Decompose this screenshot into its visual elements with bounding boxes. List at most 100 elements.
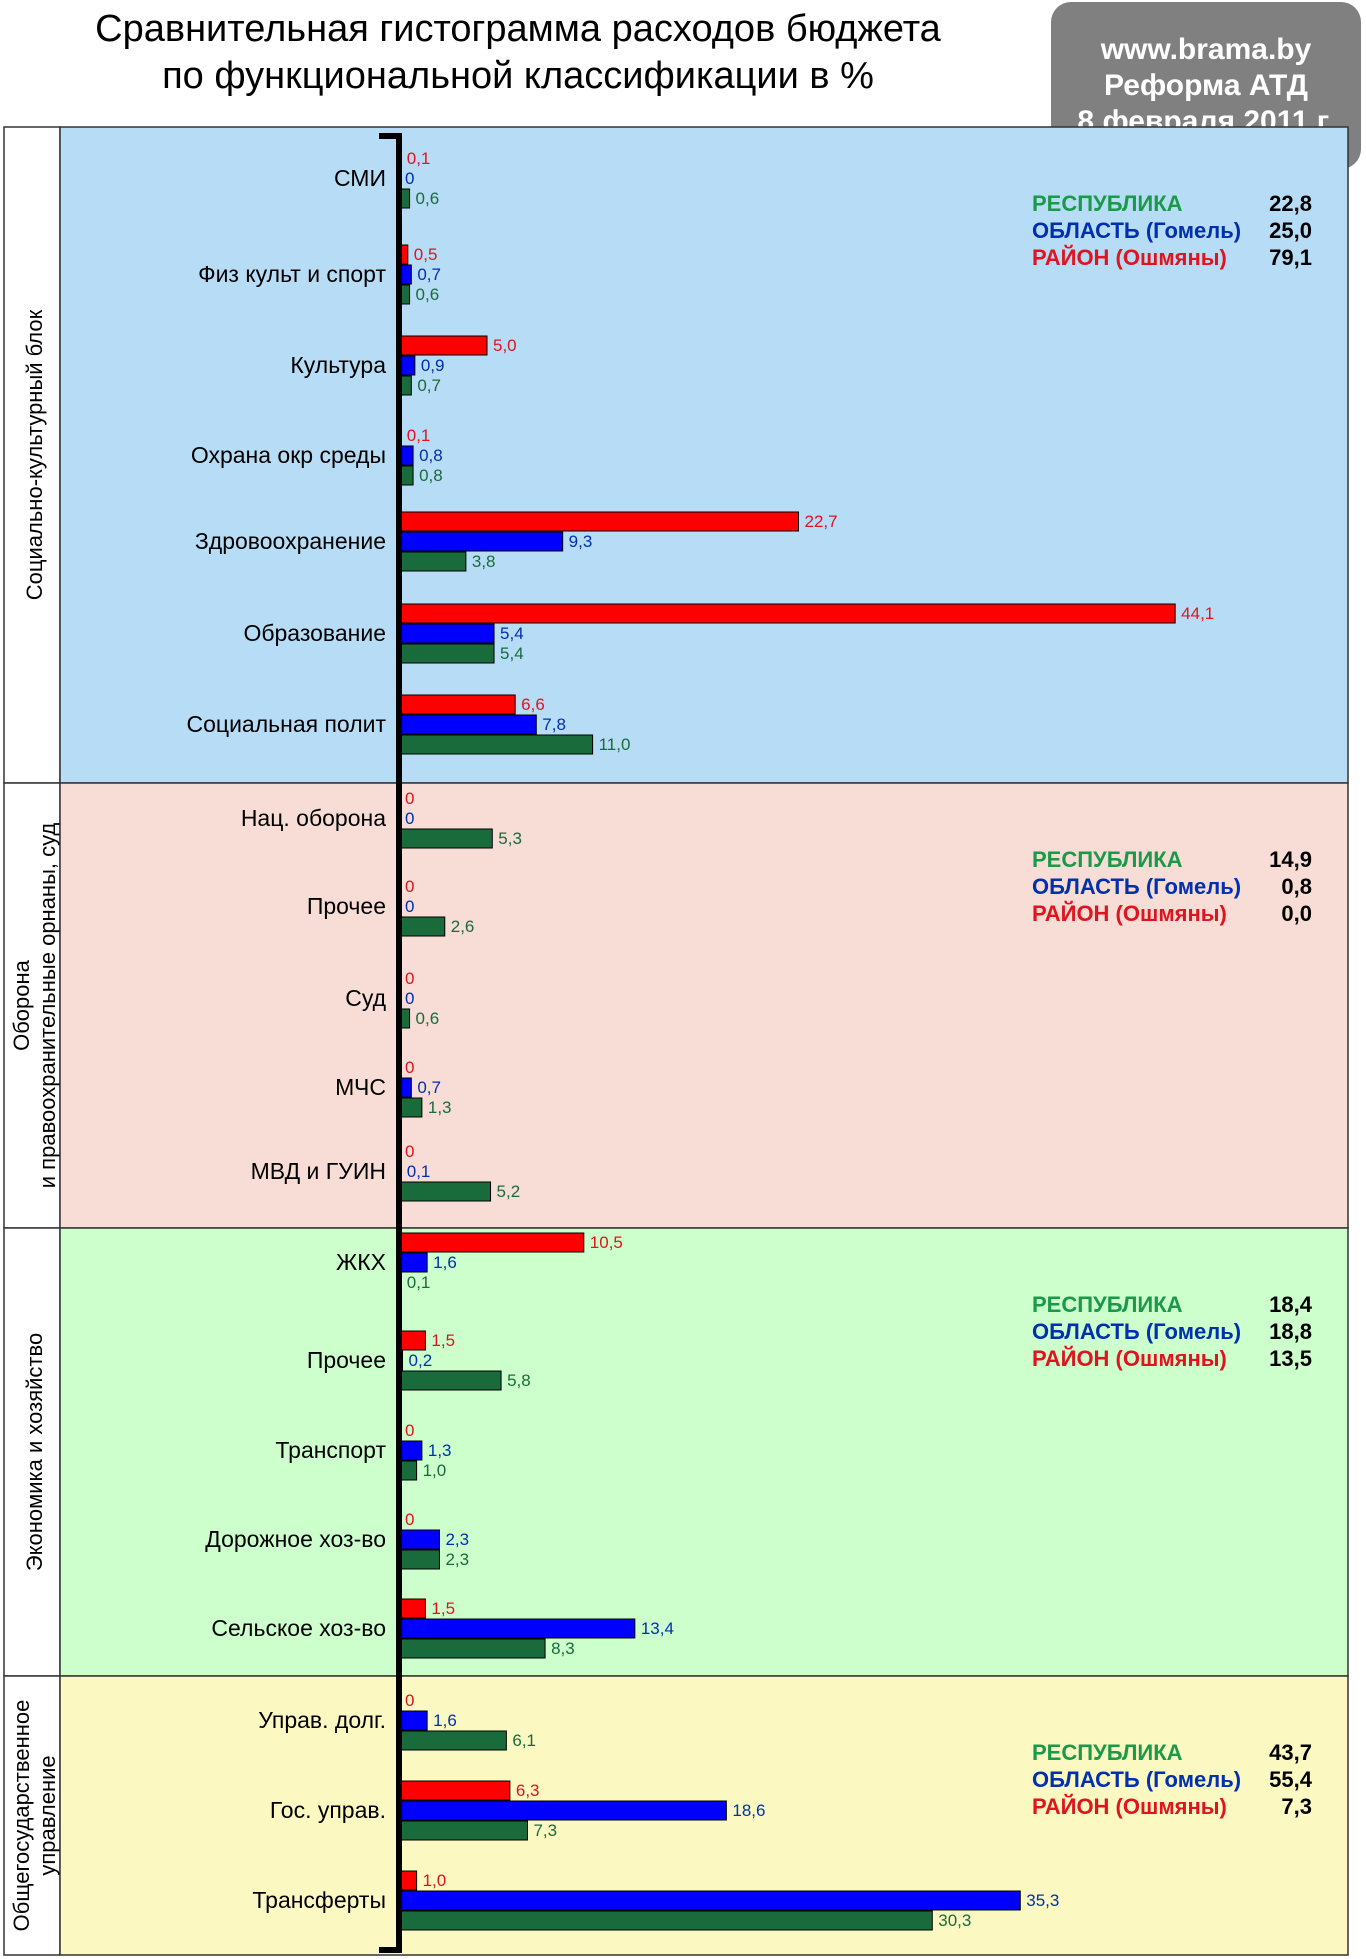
data-label-republic: 0,8 bbox=[419, 466, 443, 485]
data-label-republic: 0,1 bbox=[407, 1273, 431, 1292]
data-label-rayon: 0 bbox=[405, 877, 414, 896]
data-label-rayon: 0 bbox=[405, 969, 414, 988]
data-label-rayon: 1,5 bbox=[431, 1599, 455, 1618]
data-label-rayon: 0 bbox=[405, 1510, 414, 1529]
category-group: Образование 44,1 5,45,4 bbox=[243, 603, 1214, 664]
data-label-republic: 11,0 bbox=[599, 735, 631, 754]
category-label: Нац. оборона bbox=[241, 805, 386, 831]
category-label: МВД и ГУИН bbox=[251, 1158, 386, 1184]
data-label-oblast: 18,6 bbox=[732, 1801, 765, 1820]
category-label: Дорожное хоз-во bbox=[205, 1526, 386, 1552]
data-label-oblast: 0,1 bbox=[407, 1162, 431, 1181]
bar-republic bbox=[398, 1370, 502, 1391]
data-label-oblast: 2,3 bbox=[445, 1530, 469, 1549]
section-label: Оборона bbox=[9, 959, 34, 1051]
category-group: Гос. управ. 6,3 18,6 7,3 bbox=[270, 1780, 765, 1841]
bar-republic bbox=[398, 551, 467, 572]
legend-republic: РЕСПУБЛИКА bbox=[1032, 1292, 1183, 1317]
category-group: Социальная полит 6,67,8 11,0 bbox=[187, 694, 631, 755]
data-label-republic: 0,7 bbox=[417, 376, 441, 395]
category-group: МЧС 00,71,3 bbox=[335, 1058, 452, 1118]
category-label: Охрана окр среды bbox=[191, 442, 386, 468]
category-label: Сельское хоз-во bbox=[211, 1615, 386, 1641]
section-label-cell bbox=[3, 1675, 61, 1956]
data-label-republic: 1,0 bbox=[423, 1461, 447, 1480]
data-label-republic: 3,8 bbox=[472, 552, 496, 571]
bar-oblast bbox=[398, 1529, 440, 1550]
bar-republic bbox=[398, 1638, 546, 1659]
category-label: Прочее bbox=[307, 893, 386, 919]
category-label: ЖКХ bbox=[336, 1249, 386, 1275]
bar-republic bbox=[398, 828, 493, 849]
section-3: Экономика и хозяйство РЕСПУБЛИКА 18,4 ОБЛАС… bbox=[3, 1227, 1349, 1677]
category-label: Культура bbox=[290, 352, 386, 378]
section-2: Оборона и правоохранительные орнаны, суд Р… bbox=[3, 782, 1349, 1229]
category-label: Образование bbox=[243, 620, 386, 646]
bar-oblast bbox=[398, 531, 564, 552]
section-label-cell bbox=[3, 126, 61, 784]
source-subtitle: Реформа АТД bbox=[1104, 68, 1308, 102]
data-label-republic: 5,4 bbox=[500, 644, 524, 663]
bar-republic bbox=[398, 1181, 492, 1202]
category-group: Культура 5,0 0,90,7 bbox=[290, 335, 517, 396]
source-url: www.brama.by bbox=[1100, 32, 1312, 66]
category-label: Суд bbox=[345, 985, 386, 1011]
data-label-oblast: 0 bbox=[405, 897, 414, 916]
bar-rayon bbox=[398, 1232, 585, 1253]
bar-rayon bbox=[398, 1598, 426, 1619]
section-label: Социально-культурный блок bbox=[22, 309, 47, 600]
category-group: Трансферты 1,0 35,3 30,3 bbox=[252, 1870, 1059, 1931]
bar-oblast bbox=[398, 714, 537, 735]
data-label-oblast: 35,3 bbox=[1026, 1891, 1059, 1910]
data-label-oblast: 1,3 bbox=[428, 1441, 452, 1460]
bar-oblast bbox=[398, 1890, 1021, 1911]
category-group: МВД и ГУИН 00,1 5,2 bbox=[251, 1142, 521, 1202]
section-background bbox=[59, 1227, 1349, 1677]
data-label-republic: 2,3 bbox=[445, 1550, 469, 1569]
data-label-republic: 5,3 bbox=[498, 829, 522, 848]
section-1: Социально-культурный блок РЕСПУБЛИКА 22,8 О… bbox=[3, 126, 1349, 784]
data-label-rayon: 44,1 bbox=[1181, 604, 1214, 623]
category-label: Трансферты bbox=[252, 1887, 386, 1913]
section-background bbox=[59, 126, 1349, 784]
legend-total-oblast: 18,8 bbox=[1269, 1319, 1312, 1344]
legend-total-oblast: 25,0 bbox=[1269, 218, 1312, 243]
legend-republic: РЕСПУБЛИКА bbox=[1032, 1740, 1183, 1765]
bar-oblast bbox=[398, 1440, 423, 1461]
data-label-republic: 2,6 bbox=[451, 917, 475, 936]
category-label: Управ. долг. bbox=[258, 1707, 386, 1733]
legend-rayon: РАЙОН (Ошмяны) bbox=[1032, 1794, 1227, 1819]
data-label-rayon: 0,5 bbox=[414, 245, 438, 264]
legend-total-republic: 43,7 bbox=[1269, 1740, 1312, 1765]
legend-total-republic: 18,4 bbox=[1269, 1292, 1313, 1317]
data-label-republic: 30,3 bbox=[938, 1911, 971, 1930]
bar-oblast bbox=[398, 1618, 636, 1639]
bar-republic bbox=[398, 1730, 507, 1751]
data-label-rayon: 1,5 bbox=[431, 1331, 455, 1350]
legend-total-rayon: 79,1 bbox=[1269, 245, 1312, 270]
category-group: Прочее 00 2,6 bbox=[307, 877, 475, 937]
legend-total-republic: 22,8 bbox=[1269, 191, 1312, 216]
category-label: Физ культ и спорт bbox=[198, 261, 386, 287]
category-label: Прочее bbox=[307, 1347, 386, 1373]
category-group: Сельское хоз-во 1,5 13,4 8,3 bbox=[211, 1598, 674, 1659]
data-label-rayon: 0 bbox=[405, 789, 414, 808]
section-label-cell bbox=[3, 782, 61, 1229]
legend-total-rayon: 7,3 bbox=[1281, 1794, 1312, 1819]
data-label-republic: 6,1 bbox=[512, 1731, 536, 1750]
section-label: Общегосударственное bbox=[9, 1700, 34, 1932]
data-label-oblast: 13,4 bbox=[641, 1619, 674, 1638]
category-group: СМИ 0,100,6 bbox=[334, 148, 439, 209]
section-background bbox=[59, 782, 1349, 1229]
data-label-oblast: 0 bbox=[405, 169, 414, 188]
data-label-rayon: 6,6 bbox=[521, 695, 545, 714]
data-label-republic: 5,2 bbox=[497, 1182, 521, 1201]
category-label: МЧС bbox=[335, 1074, 386, 1100]
legend-rayon: РАЙОН (Ошмяны) bbox=[1032, 245, 1227, 270]
data-label-oblast: 0,7 bbox=[417, 265, 441, 284]
data-label-rayon: 5,0 bbox=[493, 336, 517, 355]
legend-rayon: РАЙОН (Ошмяны) bbox=[1032, 901, 1227, 926]
data-label-oblast: 1,6 bbox=[433, 1711, 457, 1730]
bar-rayon bbox=[398, 603, 1176, 624]
legend-republic: РЕСПУБЛИКА bbox=[1032, 191, 1183, 216]
